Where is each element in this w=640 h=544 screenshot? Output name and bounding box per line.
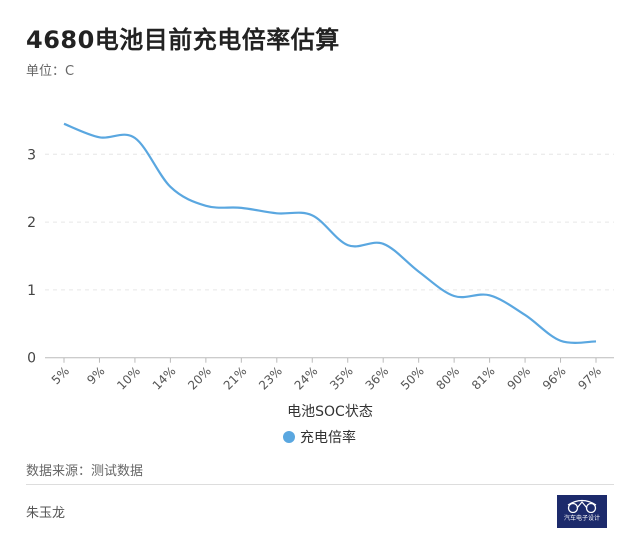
x-tick-label: 97% <box>575 364 604 393</box>
y-tick-label: 0 <box>27 351 36 367</box>
x-tick-label: 14% <box>150 364 179 393</box>
brand-logo: 汽车电子设计 <box>557 495 607 528</box>
x-tick-label: 9% <box>84 364 107 387</box>
chart-title: 4680电池目前充电倍率估算 <box>26 26 340 54</box>
logo-text: 汽车电子设计 <box>563 515 600 522</box>
x-tick-label: 10% <box>114 364 143 393</box>
x-tick-label: 90% <box>504 364 533 393</box>
x-tick-label: 5% <box>49 364 72 387</box>
y-tick-label: 3 <box>27 147 36 163</box>
unit-label: 单位：C <box>26 64 75 79</box>
x-tick-label: 35% <box>327 364 356 393</box>
x-tick-label: 36% <box>363 364 392 393</box>
x-tick-label: 50% <box>398 364 427 393</box>
x-tick-label: 81% <box>469 364 498 393</box>
x-axis-title: 电池SOC状态 <box>287 404 373 420</box>
x-tick-label: 21% <box>221 364 250 393</box>
author: 朱玉龙 <box>26 506 66 521</box>
data-source: 数据来源：测试数据 <box>26 464 144 479</box>
series-line-charge-rate <box>63 122 597 344</box>
x-tick-label: 96% <box>540 364 569 393</box>
legend-label: 充电倍率 <box>300 429 356 446</box>
x-tick-label: 24% <box>292 364 321 393</box>
divider <box>26 484 614 485</box>
y-tick-label: 2 <box>27 215 36 231</box>
x-tick-label: 80% <box>433 364 462 393</box>
x-tick-label: 23% <box>256 364 285 393</box>
x-tick-label: 20% <box>185 364 214 393</box>
legend-marker <box>283 431 295 443</box>
y-tick-label: 1 <box>27 283 36 299</box>
